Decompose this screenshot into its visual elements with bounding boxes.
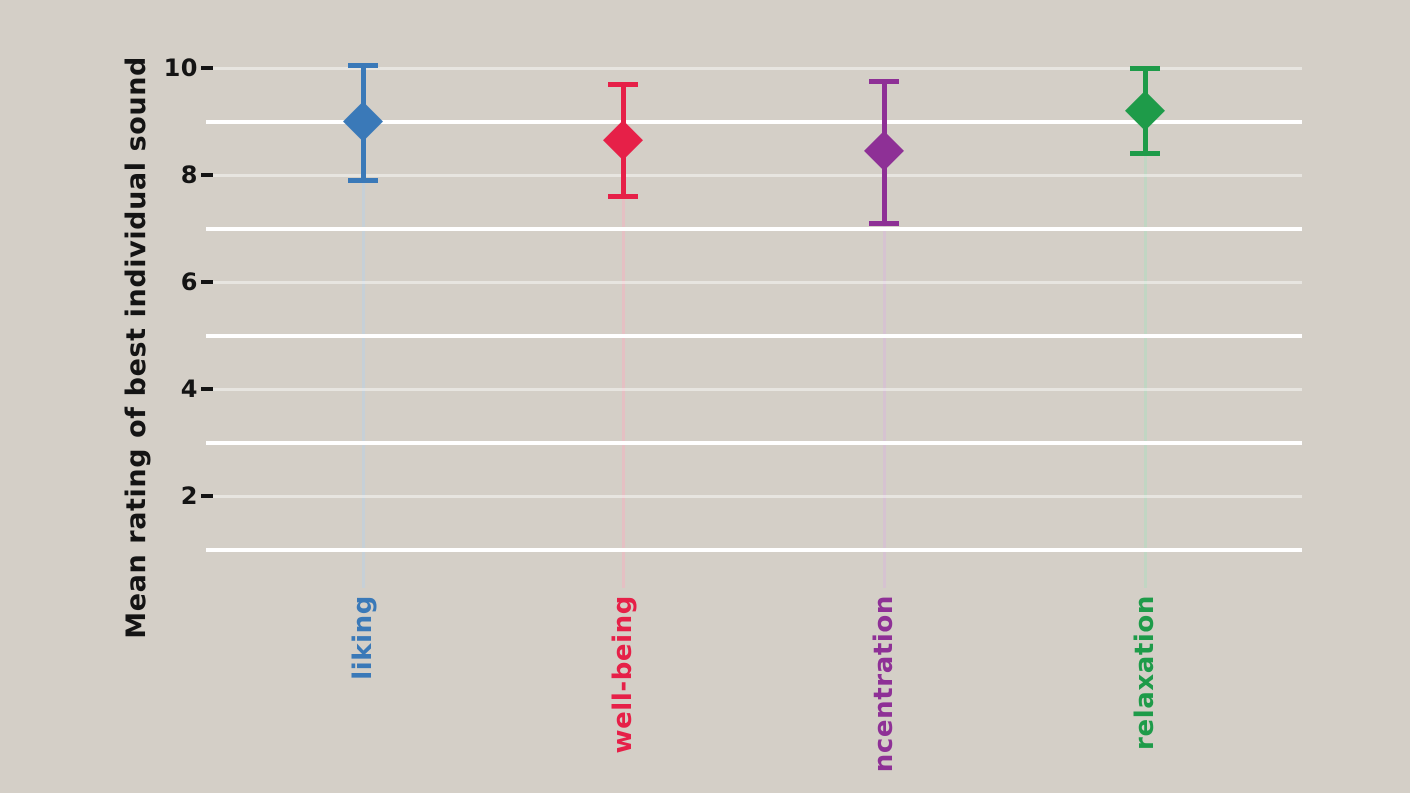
category-track — [621, 140, 625, 588]
category-label: well-being — [608, 595, 638, 754]
category-track-tint — [882, 150, 886, 588]
data-point-diamond — [1125, 90, 1165, 131]
gridline-bright — [206, 547, 1302, 552]
error-bar-cap-top — [869, 78, 899, 84]
error-bar-cap-top — [348, 62, 378, 68]
y-tick-label: 4 — [180, 375, 198, 403]
gridline-faint — [206, 280, 1302, 284]
category-track-tint — [1143, 110, 1147, 588]
y-tick-mark — [201, 280, 213, 284]
category-track — [361, 121, 365, 588]
y-tick-label: 6 — [180, 268, 198, 296]
error-bar-cap-top — [1130, 65, 1160, 71]
y-tick-mark — [201, 66, 213, 70]
data-point-diamond — [343, 101, 383, 142]
category-track-tint — [621, 140, 625, 588]
y-tick-mark — [201, 494, 213, 498]
y-tick-label: 8 — [180, 161, 198, 189]
data-point-diamond — [864, 130, 904, 171]
y-tick-mark — [201, 387, 213, 391]
error-bar-cap-bottom — [869, 220, 899, 226]
gridline-bright — [206, 440, 1302, 445]
y-tick-label: 10 — [163, 54, 198, 82]
error-bar-cap-bottom — [348, 177, 378, 183]
gridline-bright — [206, 333, 1302, 338]
error-bar-cap-top — [608, 81, 638, 87]
gridline-faint — [206, 66, 1302, 70]
gridline-bright — [206, 119, 1302, 124]
y-tick-label: 2 — [180, 482, 198, 510]
category-track — [1143, 110, 1147, 588]
gridline-bright — [206, 226, 1302, 231]
category-label: relaxation — [1130, 595, 1160, 750]
y-tick-mark — [201, 173, 213, 177]
gridline-faint — [206, 494, 1302, 498]
category-label: ncentration — [869, 595, 899, 773]
gridline-faint — [206, 387, 1302, 391]
y-axis-label: Mean rating of best individual sound — [121, 56, 152, 639]
data-point-diamond — [603, 120, 643, 161]
category-track — [882, 150, 886, 588]
category-label: liking — [348, 595, 378, 680]
error-bar-cap-bottom — [608, 193, 638, 199]
category-track-tint — [361, 121, 365, 588]
gridline-faint — [206, 173, 1302, 177]
error-bar-cap-bottom — [1130, 151, 1160, 157]
